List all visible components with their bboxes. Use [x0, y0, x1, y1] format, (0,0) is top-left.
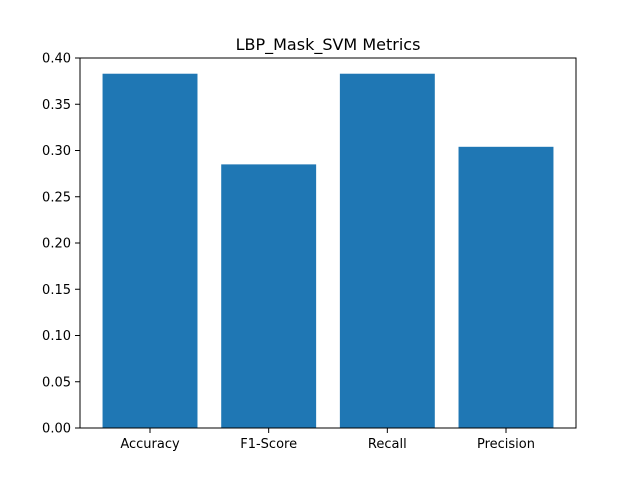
bars-group [102, 73, 554, 429]
y-tick-label: 0.40 [42, 52, 71, 67]
x-tick-label: F1-Score [240, 437, 297, 452]
y-tick-label: 0.25 [42, 190, 71, 205]
y-tick-label: 0.35 [42, 98, 71, 113]
y-tick-label: 0.05 [42, 375, 71, 390]
plot-frame [79, 57, 577, 429]
x-tick-label: Recall [368, 437, 407, 452]
x-tick-label: Precision [477, 437, 535, 452]
x-tick-label: Accuracy [120, 437, 180, 452]
y-tick-label: 0.00 [42, 422, 71, 437]
y-tick-label: 0.20 [42, 237, 71, 252]
x-axis: Accuracy F1-Score Recall Precision [120, 428, 535, 452]
bar-accuracy [102, 73, 198, 428]
y-axis: 0.00 0.05 0.10 0.15 0.20 0.25 0.30 0.35 0.40 [42, 52, 80, 437]
bar-precision [458, 146, 554, 429]
y-tick-label: 0.15 [42, 283, 71, 298]
chart-title: LBP_Mask_SVM Metrics [236, 35, 421, 55]
bar-recall [339, 73, 435, 428]
y-tick-label: 0.30 [42, 144, 71, 159]
y-tick-label: 0.10 [42, 329, 71, 344]
bar-f1-score [221, 164, 317, 428]
